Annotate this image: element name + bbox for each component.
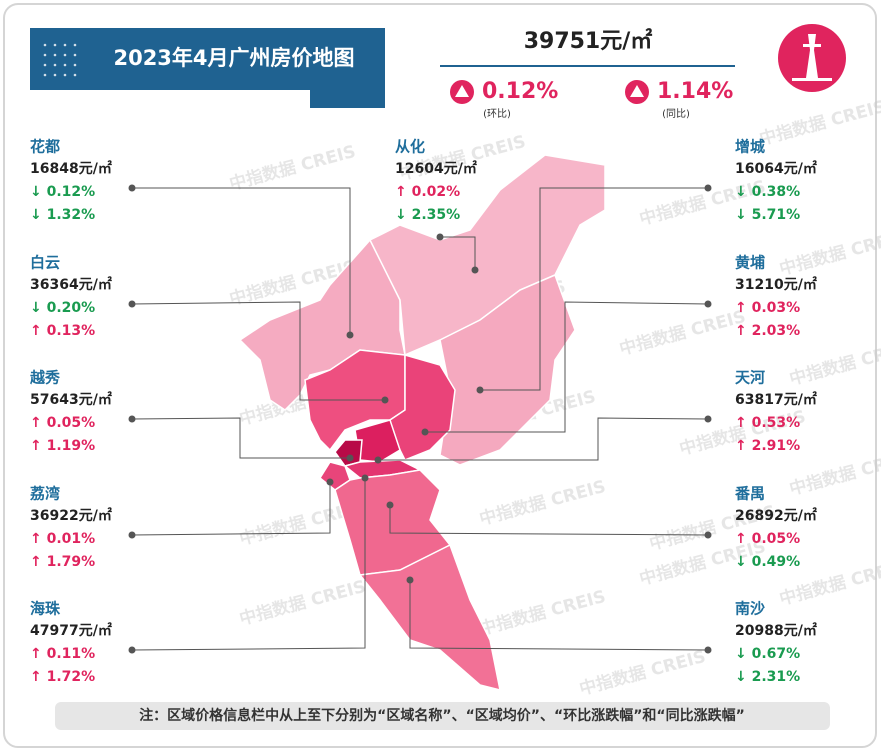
district-price: 36364元/㎡ [30, 276, 112, 293]
district-yoy: ↑ 1.19% [30, 438, 95, 454]
district-price: 63817元/㎡ [735, 391, 817, 408]
connector-end [326, 478, 334, 486]
region-huangpu [389, 354, 456, 461]
city-price: 39751元/㎡ [524, 28, 653, 54]
connector [131, 478, 366, 651]
district-yoy: ↑ 1.72% [30, 669, 95, 685]
mom-label: (环比) [483, 108, 511, 120]
tower-glyph [792, 34, 832, 81]
connector-dot [128, 300, 136, 308]
connector-dot [704, 300, 712, 308]
district-mom: ↓ 0.67% [735, 646, 800, 662]
connector [480, 187, 708, 391]
connector-dot [704, 646, 712, 654]
note: 注：区域价格信息栏中从上至下分别为“区域名称”、“区域均价”、“环比涨跌幅”和“… [139, 707, 745, 724]
region-conghua [368, 154, 606, 357]
district-price: 20988元/㎡ [735, 622, 817, 639]
district-name: 番禺 [734, 485, 765, 503]
region-nansha [358, 543, 501, 692]
district-name: 白云 [30, 254, 60, 272]
connector-dot [128, 531, 136, 539]
title: 2023年4月广州房价地图 [113, 46, 354, 70]
district-yoy: ↓ 0.49% [735, 554, 800, 570]
connector-dot [128, 415, 136, 423]
map [238, 154, 606, 692]
connectors [128, 184, 712, 654]
district-mom: ↓ 0.12% [30, 184, 95, 200]
district-name: 海珠 [30, 600, 61, 618]
region-yuexiu [334, 439, 363, 467]
connector [389, 505, 709, 536]
district-price: 16064元/㎡ [735, 160, 817, 177]
connector [131, 482, 331, 536]
connector-dot [128, 184, 136, 192]
district-name: 黄埔 [735, 254, 765, 272]
district-price: 31210元/㎡ [735, 276, 817, 293]
district-price: 16848元/㎡ [30, 160, 112, 177]
connector [425, 301, 709, 433]
district-mom: ↑ 0.05% [30, 415, 95, 431]
district-mom: ↑ 0.01% [30, 531, 95, 547]
connector-end [346, 454, 354, 462]
district-price: 47977元/㎡ [30, 622, 112, 639]
dot-grid [43, 43, 77, 77]
mom-triangle [455, 85, 469, 97]
district-mom: ↑ 0.05% [735, 531, 800, 547]
district-mom: ↑ 0.02% [395, 184, 460, 200]
district-mom: ↑ 0.03% [735, 300, 800, 316]
district-name: 荔湾 [30, 485, 60, 503]
connector [132, 187, 351, 335]
note-box [55, 702, 830, 730]
connector-end [381, 396, 389, 404]
district-price: 26892元/㎡ [735, 507, 817, 524]
district-yoy: ↑ 0.13% [30, 323, 95, 339]
district-name: 南沙 [735, 600, 765, 618]
district-mom: ↑ 0.11% [30, 646, 95, 662]
city-yoy: 1.14% [657, 79, 733, 104]
district-yoy: ↓ 2.35% [395, 207, 460, 223]
district-price: 12604元/㎡ [395, 160, 477, 177]
connector-end [361, 474, 369, 482]
connector [409, 580, 709, 651]
yoy-triangle [630, 85, 644, 97]
district-yoy: ↓ 5.71% [735, 207, 800, 223]
connector-dot [704, 415, 712, 423]
district-list: 花都 16848元/㎡ ↓ 0.12% ↓ 1.32% 白云 36364元/㎡ ↓ 0.20… [29, 138, 817, 686]
district-name: 增城 [735, 138, 765, 156]
district-mom: ↓ 0.20% [30, 300, 95, 316]
connector-dot [436, 233, 444, 241]
city-mom: 0.12% [482, 79, 558, 104]
district-yoy: ↓ 2.31% [735, 669, 800, 685]
connector-end [374, 456, 382, 464]
district-yoy: ↑ 2.91% [735, 438, 800, 454]
district-name: 天河 [735, 369, 765, 387]
yoy-label: (同比) [662, 108, 690, 120]
connector-end [346, 331, 354, 339]
connector-end [406, 576, 414, 584]
title-banner [30, 28, 385, 108]
connector [378, 417, 709, 461]
district-price: 36922元/㎡ [30, 507, 112, 524]
district-mom: ↑ 0.53% [735, 415, 800, 431]
connector [440, 236, 476, 270]
connector [131, 417, 350, 459]
connector-end [421, 428, 429, 436]
district-yoy: ↓ 1.32% [30, 207, 95, 223]
district-yoy: ↑ 2.03% [735, 323, 800, 339]
district-name: 花都 [30, 138, 60, 156]
district-mom: ↓ 0.38% [735, 184, 800, 200]
region-zengcheng [439, 273, 576, 466]
district-price: 57643元/㎡ [30, 391, 112, 408]
connector-end [386, 501, 394, 509]
connector-end [471, 266, 479, 274]
connector-end [476, 386, 484, 394]
district-name: 越秀 [29, 369, 61, 387]
connector-dot [704, 184, 712, 192]
connector-dot [704, 531, 712, 539]
district-name: 从化 [395, 138, 425, 156]
connector-dot [128, 646, 136, 654]
connector [131, 301, 385, 401]
district-yoy: ↑ 1.79% [30, 554, 95, 570]
